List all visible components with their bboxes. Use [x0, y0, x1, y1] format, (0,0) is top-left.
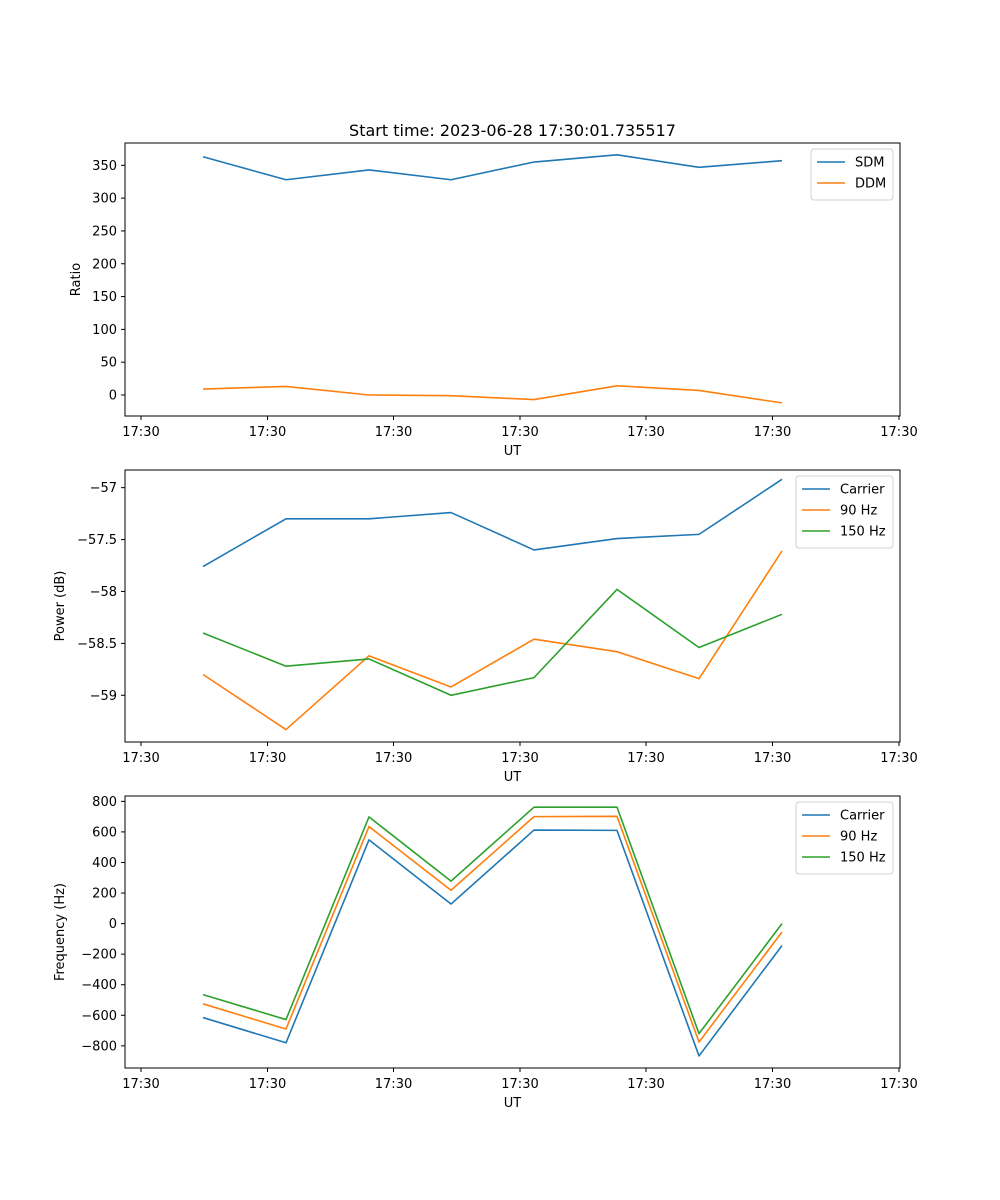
- panel-ratio: 17:30 17:30 17:30 17:30 17:30 17:30 17:30 UT 0 50…: [69, 142, 918, 459]
- y-tick-label: 100: [92, 323, 117, 338]
- y-tick-label: 800: [92, 795, 117, 810]
- x-tick-label: 17:30: [122, 425, 159, 440]
- y-tick-label: 150: [92, 290, 117, 305]
- x-tick-label: 17:30: [122, 751, 159, 766]
- panel-frequency: 17:30 17:30 17:30 17:30 17:30 17:30 17:30 UT −80…: [53, 795, 918, 1111]
- x-tick-label: 17:30: [501, 751, 538, 766]
- axes-frame: [124, 469, 901, 743]
- x-tick-label: 17:30: [627, 751, 664, 766]
- x-tick-label: 17:30: [880, 751, 917, 766]
- figure-title: Start time: 2023-06-28 17:30:01.735517: [349, 121, 676, 140]
- y-tick-label: −400: [81, 978, 117, 993]
- y-tick-label: 350: [92, 159, 117, 174]
- x-tick-label: 17:30: [501, 425, 538, 440]
- y-tick-label: 600: [92, 825, 117, 840]
- y-tick-label: −58: [90, 585, 117, 600]
- panel-power: 17:30 17:30 17:30 17:30 17:30 17:30 17:30 UT −59…: [53, 469, 918, 785]
- series-line-90-hz: [202, 815, 783, 1043]
- legend-label: 150 Hz: [840, 525, 886, 540]
- y-tick-label: 250: [92, 224, 117, 239]
- series-line-150-hz: [202, 806, 783, 1035]
- series-line-ddm: [202, 385, 783, 404]
- x-axis-label: UT: [504, 1096, 522, 1111]
- y-tick-label: 50: [100, 356, 117, 371]
- y-tick-label: −200: [81, 948, 117, 963]
- x-axis-label: UT: [504, 444, 522, 459]
- x-tick-label: 17:30: [880, 1077, 917, 1092]
- y-axis-label: Frequency (Hz): [53, 883, 68, 981]
- x-tick-label: 17:30: [375, 751, 412, 766]
- y-axis-label: Ratio: [69, 263, 84, 296]
- series-line-150-hz: [202, 588, 783, 697]
- x-tick-label: 17:30: [375, 425, 412, 440]
- y-tick-label: −58.5: [77, 637, 117, 652]
- x-tick-label: 17:30: [627, 1077, 664, 1092]
- axes-frame: [124, 142, 901, 417]
- x-axis-label: UT: [504, 770, 522, 785]
- axes-frame: [124, 795, 901, 1069]
- series-line-90-hz: [202, 550, 783, 731]
- x-tick-label: 17:30: [249, 425, 286, 440]
- x-tick-label: 17:30: [249, 1077, 286, 1092]
- legend-box: [795, 801, 894, 875]
- y-tick-label: 300: [92, 192, 117, 207]
- x-tick-label: 17:30: [754, 751, 791, 766]
- x-tick-label: 17:30: [627, 425, 664, 440]
- x-tick-label: 17:30: [122, 1077, 159, 1092]
- x-tick-label: 17:30: [754, 425, 791, 440]
- y-tick-label: 0: [109, 389, 117, 404]
- x-tick-label: 17:30: [880, 425, 917, 440]
- legend-label: 90 Hz: [840, 504, 877, 519]
- legend-label: 90 Hz: [840, 830, 877, 845]
- series-line-carrier: [202, 829, 783, 1057]
- y-tick-label: −800: [81, 1039, 117, 1054]
- y-tick-label: 200: [92, 257, 117, 272]
- y-tick-label: −57: [90, 481, 117, 496]
- y-tick-label: −59: [90, 689, 117, 704]
- x-tick-label: 17:30: [249, 751, 286, 766]
- legend-label: DDM: [855, 177, 886, 192]
- legend-label: 150 Hz: [840, 851, 886, 866]
- legend-label: Carrier: [840, 483, 885, 498]
- legend-box: [795, 475, 894, 549]
- y-tick-label: 0: [109, 917, 117, 932]
- y-tick-label: −600: [81, 1009, 117, 1024]
- y-tick-label: 200: [92, 887, 117, 902]
- y-tick-label: 400: [92, 856, 117, 871]
- x-tick-label: 17:30: [754, 1077, 791, 1092]
- x-tick-label: 17:30: [501, 1077, 538, 1092]
- legend-label: Carrier: [840, 809, 885, 824]
- x-tick-label: 17:30: [375, 1077, 412, 1092]
- series-line-sdm: [202, 154, 783, 181]
- y-axis-label: Power (dB): [53, 571, 68, 642]
- y-tick-label: −57.5: [77, 533, 117, 548]
- legend-label: SDM: [855, 156, 884, 171]
- series-line-carrier: [202, 478, 783, 568]
